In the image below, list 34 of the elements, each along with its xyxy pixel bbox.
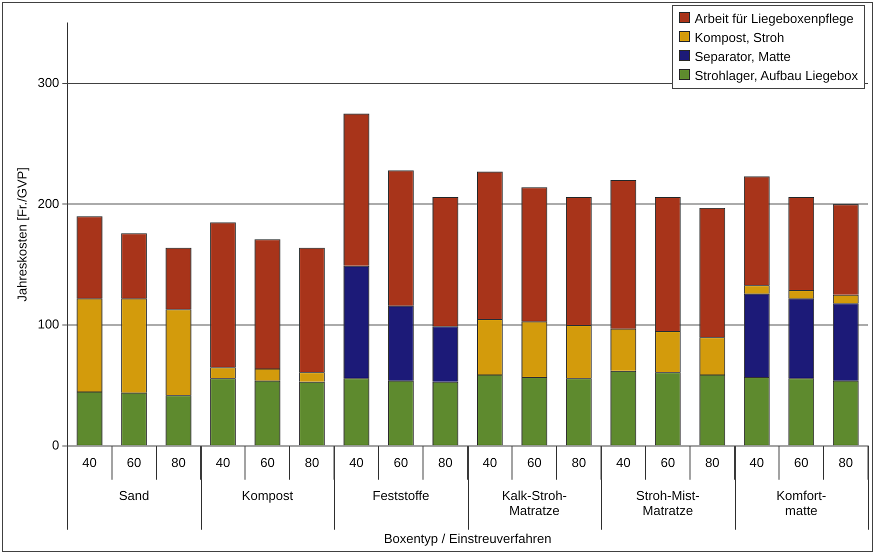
text: Sand: [118, 488, 150, 503]
x-tick-label: 60: [527, 455, 542, 470]
x-tick-label: 60: [794, 455, 809, 470]
legend-label: Kompost, Stroh: [694, 29, 786, 47]
x-tick-label: 40: [616, 455, 631, 470]
x-tick-label: 40: [349, 455, 364, 470]
x-tick-label: 80: [438, 455, 453, 470]
text: Kompost: [242, 488, 294, 503]
x-tick-label: 60: [394, 455, 408, 470]
x-tick-label: 80: [705, 455, 720, 470]
x-tick-label: 40: [216, 455, 230, 470]
x-tick-label: 60: [660, 455, 676, 470]
x-tick-label: 80: [171, 455, 186, 470]
x-tick-label: 80: [304, 455, 320, 470]
x-tick-label: 80: [838, 455, 853, 470]
y-tick-label: 0: [52, 437, 60, 452]
text: Stroh-Mist-Matratze: [636, 488, 700, 518]
legend-label: Strohlager, Aufbau Liegebox: [694, 67, 858, 85]
x-tick-label: 60: [260, 455, 275, 470]
text: Feststoffe: [372, 488, 430, 503]
text: Kalk-Stroh-Matratze: [502, 488, 567, 518]
x-tick-label: 40: [482, 455, 498, 470]
y-tick-label: 300: [38, 74, 60, 90]
x-axis-title: Boxentyp / Einstreuverfahren: [384, 530, 552, 546]
legend-label: Arbeit für Liegeboxenpflege: [694, 10, 855, 28]
legend-label: Separator, Matte: [694, 48, 792, 66]
x-tick-label: 40: [82, 455, 97, 470]
text: Komfort-matte: [776, 488, 826, 518]
x-tick-label: 60: [126, 455, 142, 470]
y-axis-title: Jahreskosten [Fr./GVP]: [14, 167, 30, 302]
x-tick-label: 80: [572, 455, 586, 470]
y-tick-label: 200: [38, 196, 60, 211]
y-tick-label: 100: [38, 316, 60, 332]
x-tick-label: 40: [750, 455, 764, 470]
